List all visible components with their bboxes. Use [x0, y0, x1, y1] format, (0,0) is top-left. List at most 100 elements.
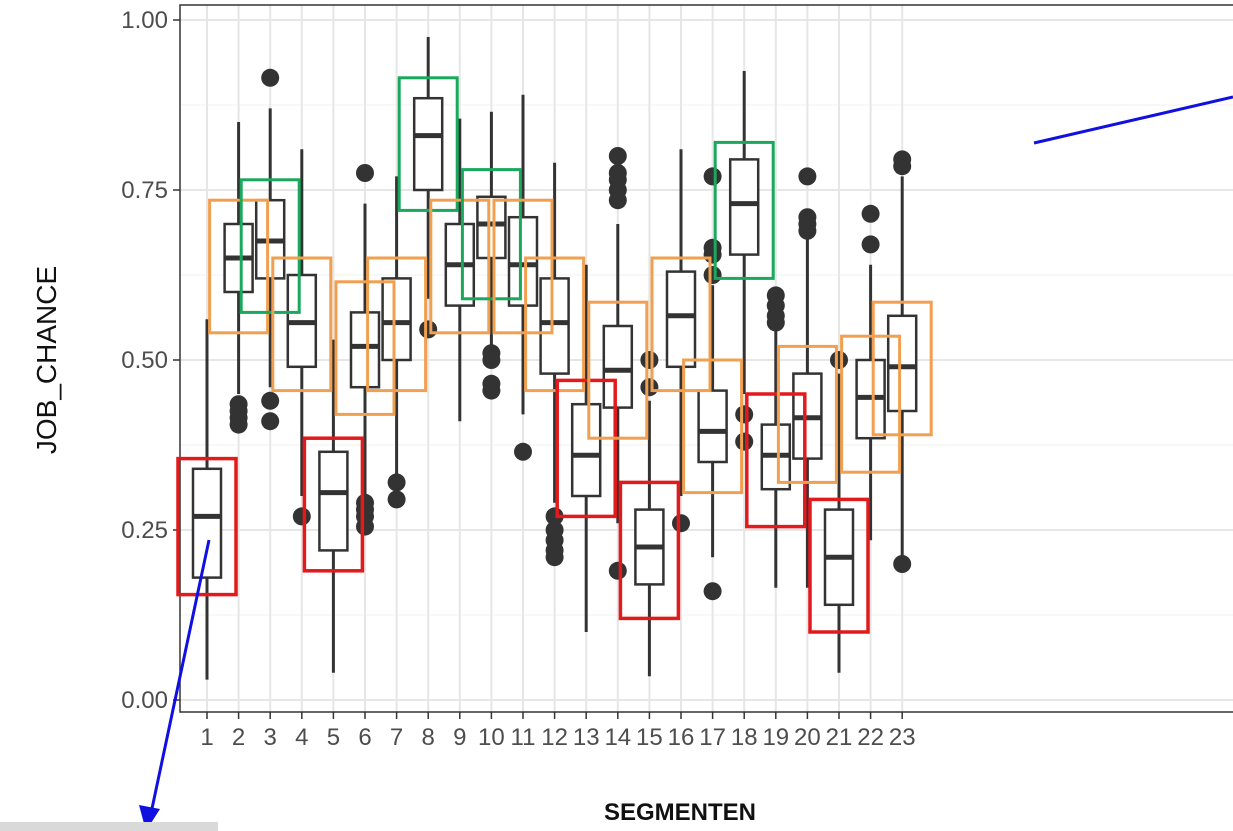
highlight-rectangles: [176, 76, 933, 634]
box-iqr: [507, 215, 539, 307]
highlight-box-orange: [524, 256, 586, 393]
x-tick-label: 9: [453, 724, 466, 751]
boxplot-8: [412, 37, 444, 339]
highlight-box-orange: [492, 198, 554, 335]
boxplot-9: [444, 118, 476, 422]
highlight-box-red: [618, 480, 681, 621]
outlier-point: [703, 266, 722, 284]
box-iqr: [349, 311, 381, 389]
highlight-box-green: [397, 76, 459, 212]
annotation-pointer-line: [1033, 95, 1233, 145]
x-tick-label: 3: [264, 724, 277, 751]
outlier-point: [356, 164, 374, 182]
boxplot-22: [855, 204, 886, 541]
x-tick-label: 14: [604, 724, 631, 751]
x-tick-label: 5: [327, 724, 340, 751]
x-tick-label: 4: [295, 724, 308, 751]
outlier-point: [830, 351, 848, 369]
highlight-box-orange: [682, 358, 744, 495]
boxplot-4: [286, 149, 318, 526]
outlier-point: [261, 412, 280, 431]
y-tick-label: 1.00: [121, 7, 168, 34]
highlight-box-orange: [650, 256, 712, 393]
box-iqr: [665, 270, 697, 369]
outlier-point: [893, 150, 912, 169]
outlier-point: [356, 493, 374, 512]
boxplot-3: [254, 68, 286, 431]
outlier-point: [893, 555, 912, 573]
boxplot-11: [507, 94, 539, 461]
box-iqr: [570, 402, 602, 498]
box-iqr: [412, 96, 444, 192]
outlier-point: [608, 147, 627, 165]
box-iqr: [886, 314, 918, 413]
x-tick-label: 7: [390, 724, 403, 751]
outlier-point: [419, 320, 438, 339]
x-tick-label: 12: [541, 724, 568, 751]
y-tick-label: 0.00: [121, 687, 168, 714]
highlight-box-orange: [587, 300, 649, 440]
outlier-point: [545, 521, 564, 539]
highlight-box-orange: [271, 256, 333, 393]
x-tick-label: 17: [699, 724, 726, 751]
outlier-point: [861, 204, 880, 223]
highlight-box-green: [239, 178, 301, 314]
outlier-point: [798, 208, 817, 227]
x-tick-label: 1: [200, 724, 213, 751]
y-tick-label: 0.75: [121, 177, 168, 204]
x-axis-title: SEGMENTEN: [604, 799, 756, 826]
outlier-point: [672, 514, 690, 533]
outlier-point: [766, 286, 785, 305]
outlier-point: [703, 238, 722, 257]
boxplot-21: [823, 351, 855, 673]
boxplot-14: [602, 147, 634, 580]
highlight-box-red: [302, 436, 365, 573]
x-tick-label: 8: [422, 724, 435, 751]
x-tick-label: 20: [794, 724, 821, 751]
x-tick-label: 6: [358, 724, 371, 751]
highlight-box-orange: [871, 300, 933, 437]
x-tick-label: 15: [636, 724, 663, 751]
highlight-box-orange: [840, 334, 902, 474]
x-tick-label: 21: [826, 724, 853, 751]
outlier-point: [482, 344, 501, 363]
x-axis: 1 2 3 4 5 6 7 8 9 10 11 12 13 14 15 16 17 18 19 20 21 22 23: [200, 712, 916, 751]
box-iqr: [539, 277, 570, 375]
annotation-arrow-line: [148, 539, 211, 819]
boxplot-7: [381, 176, 412, 509]
outlier-point: [261, 68, 280, 87]
boxplot-10: [476, 111, 507, 400]
highlight-box-orange: [334, 280, 396, 416]
outlier-point: [861, 235, 880, 254]
box-iqr: [318, 450, 349, 552]
outlier-point: [482, 374, 501, 393]
outlier-point: [261, 391, 280, 410]
highlight-box-orange: [366, 256, 428, 393]
outlier-point: [514, 442, 532, 461]
outlier-point: [387, 473, 406, 492]
x-tick-label: 13: [573, 724, 600, 751]
x-tick-label: 23: [889, 724, 916, 751]
outlier-point: [735, 432, 754, 451]
outlier-point: [640, 351, 659, 369]
caption-box: [0, 822, 218, 831]
boxplot-20: [792, 167, 823, 588]
box-iqr: [602, 324, 634, 409]
box-iqr: [728, 158, 760, 256]
box-iqr: [191, 467, 223, 579]
boxplot-1: [191, 319, 223, 680]
outlier-point: [703, 167, 722, 186]
boxes-layer: [191, 37, 918, 680]
highlight-box-red: [555, 378, 617, 519]
y-axis-title: JOB_CHANCE: [31, 266, 62, 454]
boxplot-18: [728, 71, 760, 451]
y-tick-label: 0.25: [121, 517, 168, 544]
outlier-point: [608, 164, 627, 182]
boxplot-6: [349, 164, 381, 536]
box-iqr: [697, 389, 728, 464]
y-tick-label: 0.50: [121, 347, 168, 374]
outlier-point: [640, 378, 659, 397]
highlight-box-green: [713, 140, 775, 280]
highlight-box-orange: [776, 344, 838, 484]
